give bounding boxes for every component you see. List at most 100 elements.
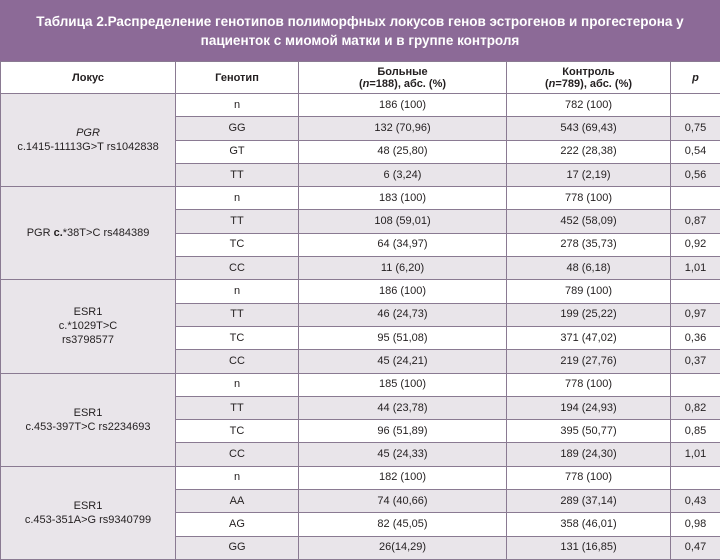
table-row: ESR1 c.453-397T>C rs2234693 n 185 (100) 778 … <box>0 372 720 467</box>
p-value-cell: 0,85 <box>670 419 720 444</box>
locus-line: ESR1 <box>73 499 103 512</box>
control-cell: 395 (50,77) <box>506 419 671 444</box>
locus-suffix: *38T>C rs484389 <box>62 227 150 240</box>
header-p-value: p <box>670 61 720 94</box>
p-value-cell: 0,56 <box>670 162 720 188</box>
header-control-line1: Контроль <box>562 65 615 78</box>
locus-line: c.453-351A>G rs9340799 <box>24 513 152 526</box>
p-value-cell: 0,97 <box>670 302 720 327</box>
header-patients-line2: =188), абс. (%) <box>369 77 447 90</box>
genotype-cell: n <box>175 465 299 491</box>
p-value-cell: 0,43 <box>670 489 720 514</box>
p-value-cell: 0,37 <box>670 349 720 374</box>
header-control-line2: =789), абс. (%) <box>555 77 633 90</box>
genotype-cell: TC <box>175 325 299 351</box>
table-row: GT 48 (25,80) 222 (28,38) 0,54 <box>1 139 720 164</box>
genotype-cell: TT <box>175 209 299 234</box>
patients-cell: 26(14,29) <box>298 535 507 560</box>
genotype-cell: TT <box>175 162 299 188</box>
control-cell: 194 (24,93) <box>506 395 671 421</box>
locus-cell: ESR1 c.453-397T>C rs2234693 <box>0 372 176 467</box>
patients-cell: 183 (100) <box>298 186 507 211</box>
genotype-cell: GG <box>175 535 299 560</box>
patients-cell: 74 (40,66) <box>298 489 507 514</box>
patients-cell: 185 (100) <box>298 372 507 397</box>
control-cell: 278 (35,73) <box>506 232 671 258</box>
locus-variant: c.1415-11113G>T rs1042838 <box>17 141 159 154</box>
header-control-n: n <box>548 77 556 90</box>
patients-cell: 6 (3,24) <box>298 162 507 188</box>
patients-cell: 48 (25,80) <box>298 139 507 164</box>
genotype-cell: n <box>175 279 299 304</box>
p-value-cell <box>670 186 720 211</box>
p-value-cell: 0,87 <box>670 209 720 234</box>
genotype-cell: n <box>175 186 299 211</box>
p-value-cell: 0,54 <box>670 139 720 164</box>
control-cell: 189 (24,30) <box>506 442 671 467</box>
header-row: Локус Генотип Больные (n=188), абс. (%) К… <box>0 61 720 94</box>
control-cell: 543 (69,43) <box>506 116 671 141</box>
control-cell: 222 (28,38) <box>506 139 671 164</box>
control-cell: 131 (16,85) <box>506 535 671 560</box>
patients-cell: 46 (24,73) <box>298 302 507 327</box>
patients-cell: 132 (70,96) <box>298 116 507 141</box>
genotype-cell: TT <box>175 395 299 421</box>
patients-cell: 11 (6,20) <box>298 256 507 281</box>
patients-cell: 44 (23,78) <box>298 395 507 421</box>
p-value-cell <box>670 92 720 118</box>
locus-cell: ESR1 c.*1029T>C rs3798577 <box>0 279 176 374</box>
p-value-cell: 0,82 <box>670 395 720 421</box>
genotype-table: Локус Генотип Больные (n=188), абс. (%) К… <box>0 61 720 560</box>
patients-cell: 95 (51,08) <box>298 325 507 351</box>
control-cell: 782 (100) <box>506 92 671 118</box>
locus-prefix: PGR <box>26 227 54 240</box>
table-row: PGR c.1415-11113G>T rs1042838 n 186 (100) 78… <box>0 92 720 188</box>
p-value-cell: 0,98 <box>670 512 720 537</box>
table-row: CC 45 (24,33) 189 (24,30) 1,01 <box>1 442 720 467</box>
genotype-cell: GT <box>175 139 299 164</box>
control-cell: 17 (2,19) <box>506 162 671 188</box>
locus-line: c.453-397T>C rs2234693 <box>25 420 151 433</box>
table-row: PGR c.*38T>C rs484389 n 183 (100) 778 (100) <box>0 186 720 281</box>
p-value-cell: 1,01 <box>670 256 720 281</box>
p-value-cell <box>670 372 720 397</box>
genotype-cell: AG <box>175 512 299 537</box>
control-cell: 778 (100) <box>506 372 671 397</box>
genotype-cell: TC <box>175 232 299 258</box>
control-cell: 778 (100) <box>506 465 671 491</box>
control-cell: 358 (46,01) <box>506 512 671 537</box>
locus-line: ESR1 <box>73 406 103 419</box>
table-row: TT 44 (23,78) 194 (24,93) 0,82 <box>1 395 720 421</box>
patients-cell: 186 (100) <box>298 279 507 304</box>
table-title: Таблица 2.Распределение генотипов полимо… <box>0 0 720 61</box>
header-genotype: Генотип <box>175 61 299 94</box>
genotype-cell: n <box>175 92 299 118</box>
locus-line: rs3798577 <box>62 334 114 347</box>
patients-cell: 182 (100) <box>298 465 507 491</box>
table-row: TT 6 (3,24) 17 (2,19) 0,56 <box>1 162 720 188</box>
genotype-cell: AA <box>175 489 299 514</box>
control-cell: 789 (100) <box>506 279 671 304</box>
table-row: ESR1 c.453-351A>G rs9340799 n 182 (100) 778 … <box>0 465 720 560</box>
locus-gene: PGR <box>76 127 100 140</box>
patients-cell: 45 (24,33) <box>298 442 507 467</box>
locus-bold: c. <box>53 227 63 240</box>
locus-cell: PGR c.*38T>C rs484389 <box>0 186 176 281</box>
patients-cell: 64 (34,97) <box>298 232 507 258</box>
control-cell: 219 (27,76) <box>506 349 671 374</box>
control-cell: 452 (58,09) <box>506 209 671 234</box>
table-body: PGR c.1415-11113G>T rs1042838 n 186 (100) 78… <box>0 92 720 560</box>
p-value-cell: 1,01 <box>670 442 720 467</box>
patients-cell: 108 (59,01) <box>298 209 507 234</box>
table-row: ESR1 c.*1029T>C rs3798577 n 186 (100) 789 (10… <box>0 279 720 374</box>
genotype-cell: CC <box>175 442 299 467</box>
locus-line: ESR1 <box>73 306 103 319</box>
locus-line: c.*1029T>C <box>58 320 118 333</box>
genotype-cell: CC <box>175 349 299 374</box>
p-value-cell: 0,92 <box>670 232 720 258</box>
p-value-cell: 0,36 <box>670 325 720 351</box>
header-locus: Локус <box>0 61 176 94</box>
header-patients-n: n <box>362 77 370 90</box>
genotype-cell: TT <box>175 302 299 327</box>
header-patients-line1: Больные <box>377 65 428 78</box>
